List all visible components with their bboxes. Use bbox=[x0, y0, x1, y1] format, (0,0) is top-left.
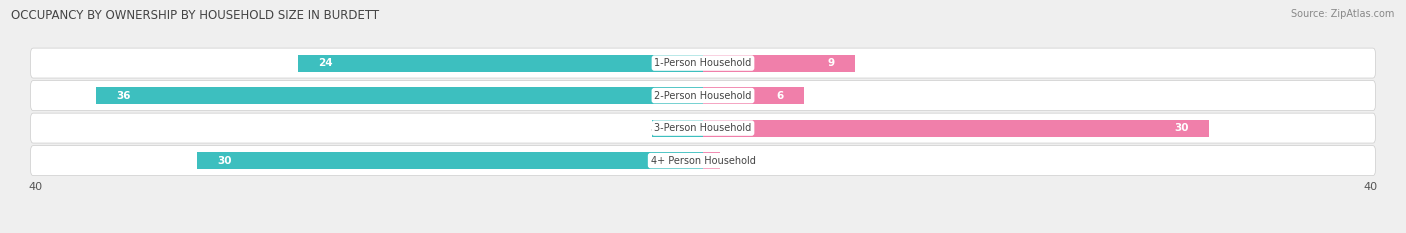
Bar bbox=[298, 55, 703, 72]
Text: 1: 1 bbox=[725, 156, 733, 166]
Bar bbox=[96, 87, 703, 104]
Legend: Owner-occupied, Renter-occupied: Owner-occupied, Renter-occupied bbox=[595, 231, 811, 233]
Text: 3-Person Household: 3-Person Household bbox=[654, 123, 752, 133]
Text: 40: 40 bbox=[28, 182, 42, 192]
Text: 36: 36 bbox=[115, 91, 131, 101]
Text: 24: 24 bbox=[318, 58, 333, 68]
Bar bbox=[703, 152, 720, 169]
Text: 9: 9 bbox=[828, 58, 835, 68]
Text: 1-Person Household: 1-Person Household bbox=[654, 58, 752, 68]
Text: 30: 30 bbox=[217, 156, 232, 166]
Text: 3: 3 bbox=[650, 123, 658, 133]
Bar bbox=[703, 120, 1209, 137]
Bar bbox=[703, 55, 855, 72]
Bar bbox=[703, 87, 804, 104]
FancyBboxPatch shape bbox=[31, 48, 1375, 78]
Bar bbox=[197, 152, 703, 169]
Text: 40: 40 bbox=[1364, 182, 1378, 192]
FancyBboxPatch shape bbox=[31, 146, 1375, 175]
FancyBboxPatch shape bbox=[31, 81, 1375, 110]
Text: 30: 30 bbox=[1174, 123, 1189, 133]
Text: 2-Person Household: 2-Person Household bbox=[654, 91, 752, 101]
Text: Source: ZipAtlas.com: Source: ZipAtlas.com bbox=[1291, 9, 1395, 19]
Text: OCCUPANCY BY OWNERSHIP BY HOUSEHOLD SIZE IN BURDETT: OCCUPANCY BY OWNERSHIP BY HOUSEHOLD SIZE… bbox=[11, 9, 380, 22]
FancyBboxPatch shape bbox=[31, 113, 1375, 143]
Text: 6: 6 bbox=[776, 91, 785, 101]
Bar bbox=[652, 120, 703, 137]
Text: 4+ Person Household: 4+ Person Household bbox=[651, 156, 755, 166]
